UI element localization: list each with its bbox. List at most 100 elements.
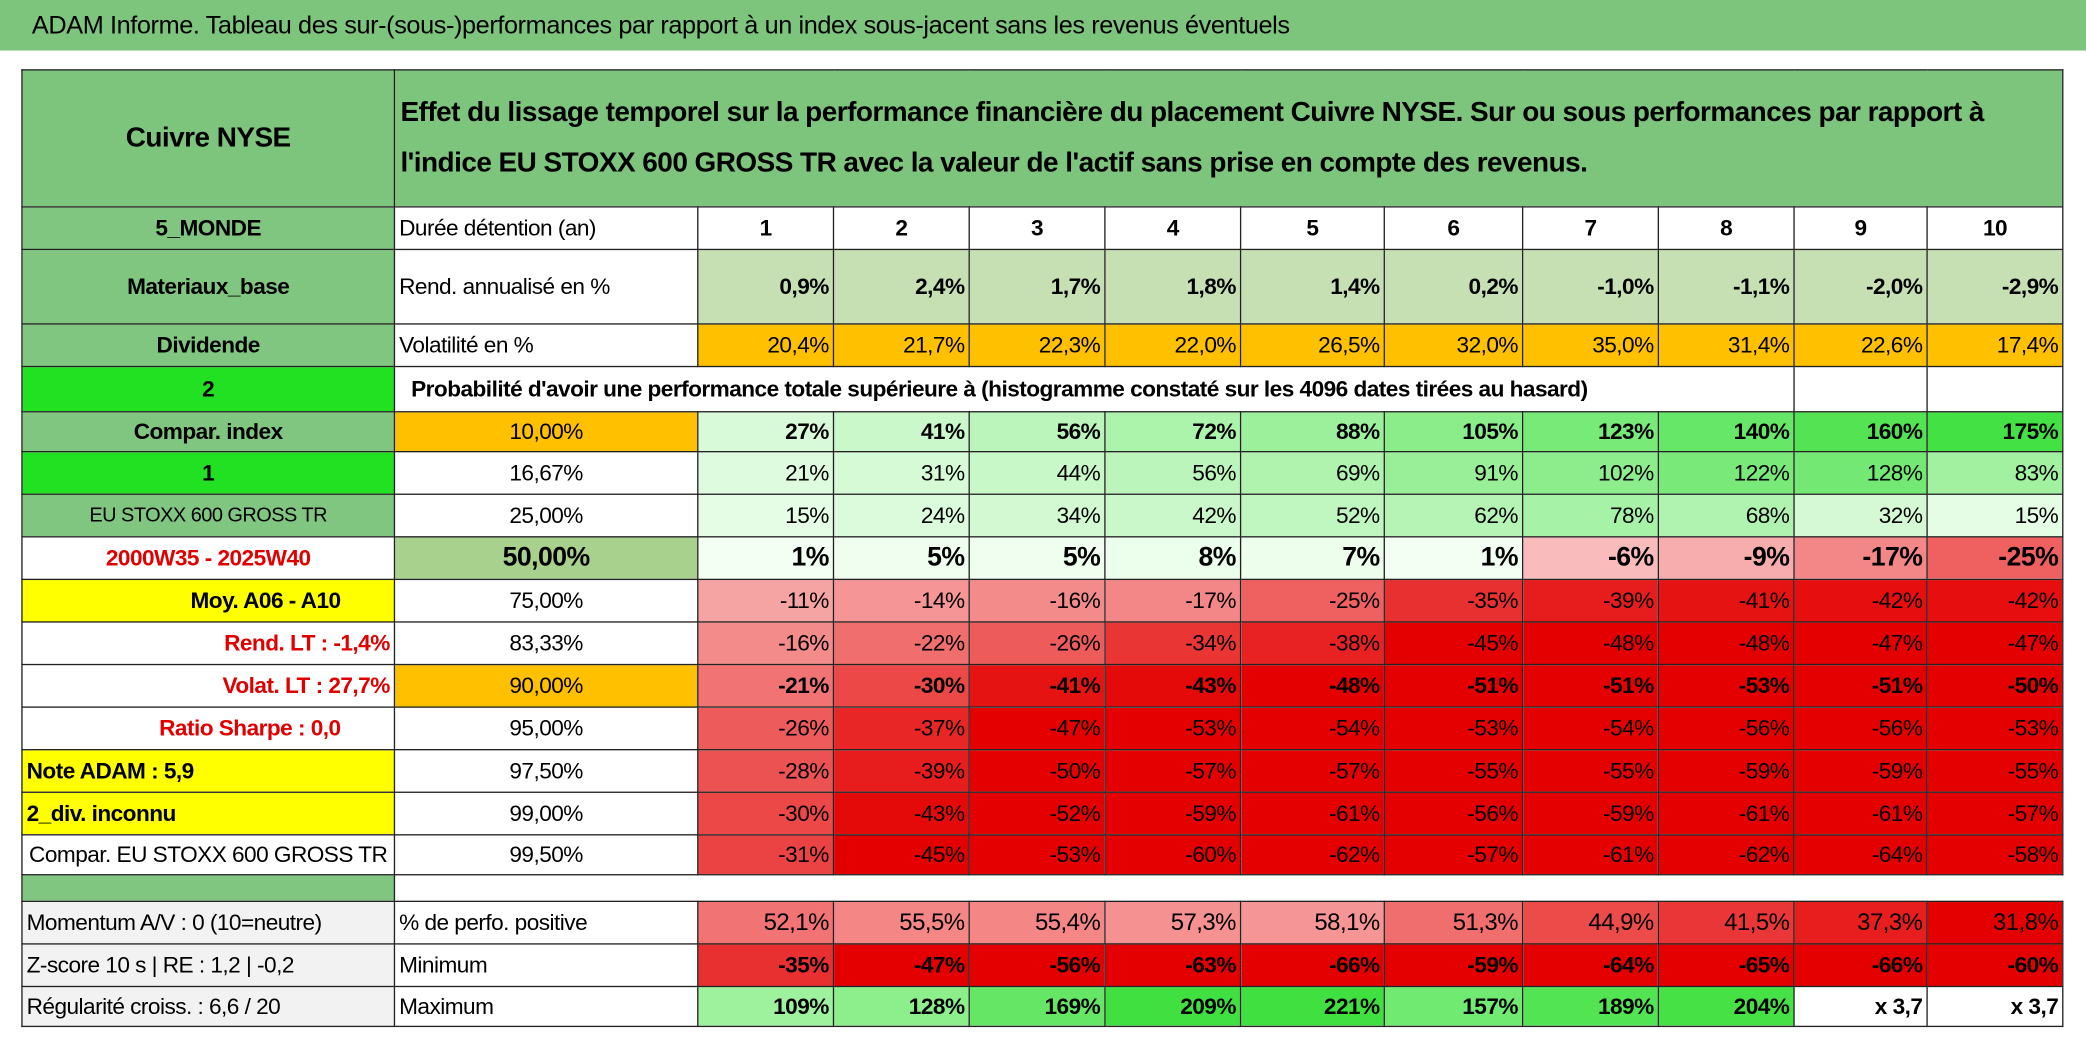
spacer-cell xyxy=(1384,874,1523,902)
value-cell: 0,9% xyxy=(697,248,835,325)
value-cell: 83% xyxy=(1926,451,2064,495)
table-row: 1 16,67% 21% 31% 44% 56% 69% 91% 102% 122% 128% 83% xyxy=(21,451,2064,495)
value-cell: 32% xyxy=(1793,493,1928,538)
spacer-cell xyxy=(394,874,698,902)
value-cell: -11% xyxy=(697,578,835,623)
value-cell: 27% xyxy=(697,411,835,453)
row-name: 10,00% xyxy=(393,411,699,453)
value-cell: 5% xyxy=(968,536,1106,581)
value-cell: -22% xyxy=(832,621,970,666)
value-cell: 88% xyxy=(1239,411,1385,453)
value-cell: -56% xyxy=(968,943,1106,988)
value-cell: -53% xyxy=(1657,663,1795,708)
value-cell: -53% xyxy=(1104,706,1242,751)
value-cell: 7 xyxy=(1521,206,1660,251)
value-cell: -65% xyxy=(1657,943,1795,988)
value-cell: 2 xyxy=(832,206,970,251)
value-cell: 3 xyxy=(968,206,1106,251)
value-cell: -42% xyxy=(1793,578,1928,623)
report-title: ADAM Informe. Tableau des sur-(sous-)per… xyxy=(0,0,2086,51)
row-name: Minimum xyxy=(393,943,699,988)
row-name: 25,00% xyxy=(393,493,699,538)
value-cell: 5% xyxy=(832,536,970,581)
value-cell: -28% xyxy=(697,749,835,793)
row-label: Ratio Sharpe : 0,0 xyxy=(21,706,396,751)
value-cell: -47% xyxy=(1793,621,1928,666)
spacer-cell xyxy=(1104,874,1241,902)
value-cell: -9% xyxy=(1657,536,1795,581)
value-cell: 24% xyxy=(832,493,970,538)
value-cell: 17,4% xyxy=(1926,323,2064,368)
value-cell: -59% xyxy=(1383,943,1524,988)
value-cell: 42% xyxy=(1104,493,1242,538)
value-cell: 91% xyxy=(1383,451,1524,495)
value-cell: -16% xyxy=(697,621,835,666)
row-name: Rend. annualisé en % xyxy=(393,248,699,325)
value-cell: 109% xyxy=(697,985,835,1028)
value-cell: 221% xyxy=(1239,985,1385,1028)
value-cell: 2,4% xyxy=(832,248,970,325)
value-cell: 1% xyxy=(1383,536,1524,581)
value-cell: 7% xyxy=(1239,536,1385,581)
table-row: 2_div. inconnu 99,00% -30% -43% -52% -59% -61%… xyxy=(21,791,2064,836)
row-label: 2_div. inconnu xyxy=(21,791,396,836)
value-cell: -26% xyxy=(697,706,835,751)
table-row: EU STOXX 600 GROSS TR 25,00% 15% 24% 34% 42% 5… xyxy=(21,493,2064,538)
value-cell: -43% xyxy=(832,791,970,836)
table-row: 2 Probabilité d'avoir une performance tot… xyxy=(21,365,2064,413)
value-cell: 58,1% xyxy=(1239,900,1385,945)
value-cell: -48% xyxy=(1657,621,1795,666)
value-cell: 57,3% xyxy=(1104,900,1242,945)
value-cell: -31% xyxy=(697,834,835,876)
empty-cell xyxy=(1793,365,1928,413)
value-cell: -60% xyxy=(1104,834,1242,876)
row-name: 50,00% xyxy=(393,536,699,581)
value-cell: -53% xyxy=(1926,706,2064,751)
value-cell: -56% xyxy=(1657,706,1795,751)
value-cell: -64% xyxy=(1521,943,1660,988)
value-cell: -51% xyxy=(1383,663,1524,708)
row-label: 5_MONDE xyxy=(21,206,396,251)
value-cell: 8 xyxy=(1657,206,1795,251)
table-row: Note ADAM : 5,9 97,50% -28% -39% -50% -57% -57… xyxy=(21,749,2064,793)
table-row: Compar. EU STOXX 600 GROSS TR 99,50% -31% -… xyxy=(21,834,2064,876)
spacer-cell xyxy=(1522,874,1659,902)
row-label: 2000W35 - 2025W40 xyxy=(21,536,396,581)
value-cell: 105% xyxy=(1383,411,1524,453)
value-cell: 31,8% xyxy=(1926,900,2064,945)
row-name: 83,33% xyxy=(393,621,699,666)
value-cell: -30% xyxy=(697,791,835,836)
description: Effet du lissage temporel sur la perform… xyxy=(393,69,2064,208)
value-cell: 102% xyxy=(1521,451,1660,495)
value-cell: -66% xyxy=(1793,943,1928,988)
value-cell: 140% xyxy=(1657,411,1795,453)
value-cell: 4 xyxy=(1104,206,1242,251)
value-cell: -66% xyxy=(1239,943,1385,988)
row-name: 16,67% xyxy=(393,451,699,495)
row-name: 95,00% xyxy=(393,706,699,751)
row-name: Volatilité en % xyxy=(393,323,699,368)
value-cell: -47% xyxy=(1926,621,2064,666)
value-cell: 32,0% xyxy=(1383,323,1524,368)
value-cell: -62% xyxy=(1657,834,1795,876)
value-cell: 1 xyxy=(697,206,835,251)
value-cell: 37,3% xyxy=(1793,900,1928,945)
value-cell: 169% xyxy=(968,985,1106,1028)
value-cell: -50% xyxy=(968,749,1106,793)
value-cell: -17% xyxy=(1104,578,1242,623)
value-cell: -30% xyxy=(832,663,970,708)
value-cell: -41% xyxy=(1657,578,1795,623)
value-cell: -26% xyxy=(968,621,1106,666)
row-label: Volat. LT : 27,7% xyxy=(21,663,396,708)
value-cell: 56% xyxy=(1104,451,1242,495)
value-cell: -56% xyxy=(1383,791,1524,836)
value-cell: -1,1% xyxy=(1657,248,1795,325)
value-cell: 0,2% xyxy=(1383,248,1524,325)
value-cell: -55% xyxy=(1926,749,2064,793)
table-row: Materiaux_base Rend. annualisé en % 0,9% 2,… xyxy=(21,248,2064,325)
table-row: Rend. LT : -1,4% 83,33% -16% -22% -26% -34% -3… xyxy=(21,621,2064,666)
row-name: Maximum xyxy=(393,985,699,1028)
spacer-cell xyxy=(1240,874,1385,902)
value-cell: 204% xyxy=(1657,985,1795,1028)
